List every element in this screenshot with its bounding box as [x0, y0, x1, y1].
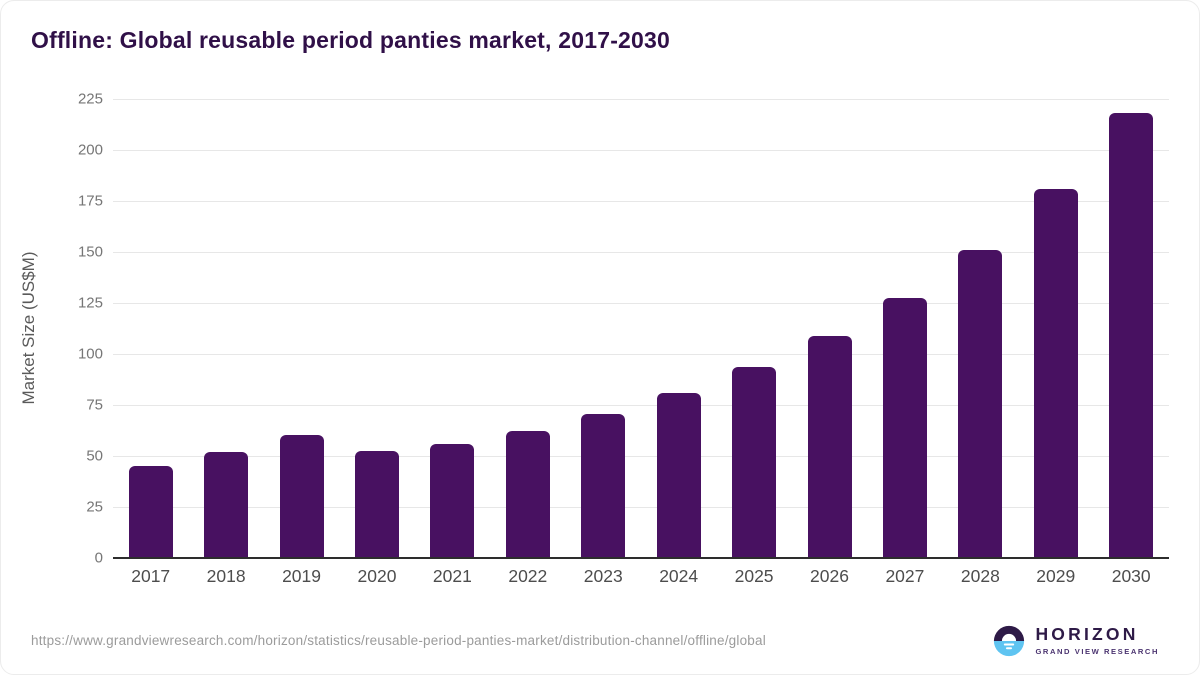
- plot-area: 0 25 50 75 100 125 150 175 200 225: [78, 91, 1169, 567]
- logo-sub-brand: GRAND VIEW RESEARCH: [1035, 646, 1159, 656]
- bar-2027[interactable]: [882, 297, 927, 558]
- bar-column-2028: [943, 99, 1018, 558]
- xtick-label-2029: 2029: [1036, 566, 1076, 586]
- xtick-label-2026: 2026: [810, 566, 849, 586]
- bar-column-2023: [566, 99, 641, 558]
- ytick-label-0: 0: [94, 549, 103, 567]
- xtick-label-2021: 2021: [432, 566, 472, 586]
- xtick-label-2024: 2024: [659, 566, 699, 586]
- bar-2019[interactable]: [279, 434, 324, 558]
- bar-column-2027: [867, 99, 942, 558]
- bar-2029[interactable]: [1033, 188, 1078, 558]
- ytick-label-150: 150: [77, 243, 103, 261]
- chart-title: Offline: Global reusable period panties …: [31, 27, 671, 53]
- bar-column-2022: [490, 99, 565, 558]
- xtick-label-2030: 2030: [1111, 566, 1151, 586]
- xtick-label-2019: 2019: [282, 566, 322, 586]
- gridline-150: [113, 252, 1169, 253]
- bar-column-2021: [415, 99, 490, 558]
- xtick-label-2022: 2022: [508, 566, 548, 586]
- bar-column-2030: [1093, 99, 1168, 558]
- bar-column-2017: [113, 99, 188, 558]
- gridline-75: [113, 405, 1169, 406]
- xtick-label-2020: 2020: [357, 566, 397, 586]
- xtick-label-2018: 2018: [206, 566, 246, 586]
- ytick-label-100: 100: [77, 345, 103, 363]
- bar-2022[interactable]: [505, 430, 550, 558]
- gridline-200: [113, 150, 1169, 151]
- xtick-label-2023: 2023: [583, 566, 623, 586]
- bar-column-2024: [641, 99, 716, 558]
- bar-2021[interactable]: [430, 443, 475, 558]
- gridline-175: [113, 201, 1169, 202]
- bars-layer: [113, 99, 1169, 558]
- horizon-logo: HORIZON GRAND VIEW RESEARCH: [992, 624, 1159, 658]
- horizon-logo-text: HORIZON GRAND VIEW RESEARCH: [1035, 626, 1159, 655]
- ytick-label-200: 200: [77, 141, 103, 159]
- ytick-label-225: 225: [77, 90, 103, 108]
- ytick-label-25: 25: [86, 498, 103, 516]
- gridline-125: [113, 303, 1169, 304]
- x-axis-labels: 2017 2018 2019 2020 2021 2022 2023 2024 2025 2026…: [113, 566, 1169, 587]
- bar-column-2020: [339, 99, 414, 558]
- bar-2020[interactable]: [354, 450, 399, 558]
- xtick-label-2025: 2025: [734, 566, 774, 586]
- x-axis-line: [113, 557, 1169, 559]
- bar-column-2019: [264, 99, 339, 558]
- bar-2024[interactable]: [656, 392, 701, 558]
- bar-2030[interactable]: [1109, 113, 1154, 558]
- xtick-label-2027: 2027: [885, 566, 925, 586]
- gridline-100: [113, 354, 1169, 355]
- ytick-label-125: 125: [77, 294, 103, 312]
- bar-2026[interactable]: [807, 335, 852, 558]
- bar-column-2018: [188, 99, 263, 558]
- ytick-label-75: 75: [86, 396, 103, 414]
- y-axis-title: Market Size (US$M): [19, 251, 38, 405]
- bar-2018[interactable]: [204, 451, 249, 558]
- ytick-label-50: 50: [86, 447, 103, 465]
- gridline-25: [113, 507, 1169, 508]
- bar-2025[interactable]: [732, 367, 777, 558]
- bar-column-2025: [716, 99, 791, 558]
- bar-2023[interactable]: [581, 414, 626, 558]
- ytick-label-175: 175: [77, 192, 103, 210]
- bar-2017[interactable]: [128, 466, 173, 558]
- bar-2028[interactable]: [958, 250, 1003, 558]
- bar-column-2029: [1018, 99, 1093, 558]
- xtick-label-2028: 2028: [960, 566, 1000, 586]
- source-url: https://www.grandviewresearch.com/horizo…: [31, 633, 766, 648]
- gridline-50: [113, 456, 1169, 457]
- xtick-label-2017: 2017: [131, 566, 171, 586]
- bar-column-2026: [792, 99, 867, 558]
- logo-brand-name: HORIZON: [1035, 624, 1139, 645]
- horizon-logo-icon: [994, 625, 1025, 657]
- gridline-225: [113, 99, 1169, 100]
